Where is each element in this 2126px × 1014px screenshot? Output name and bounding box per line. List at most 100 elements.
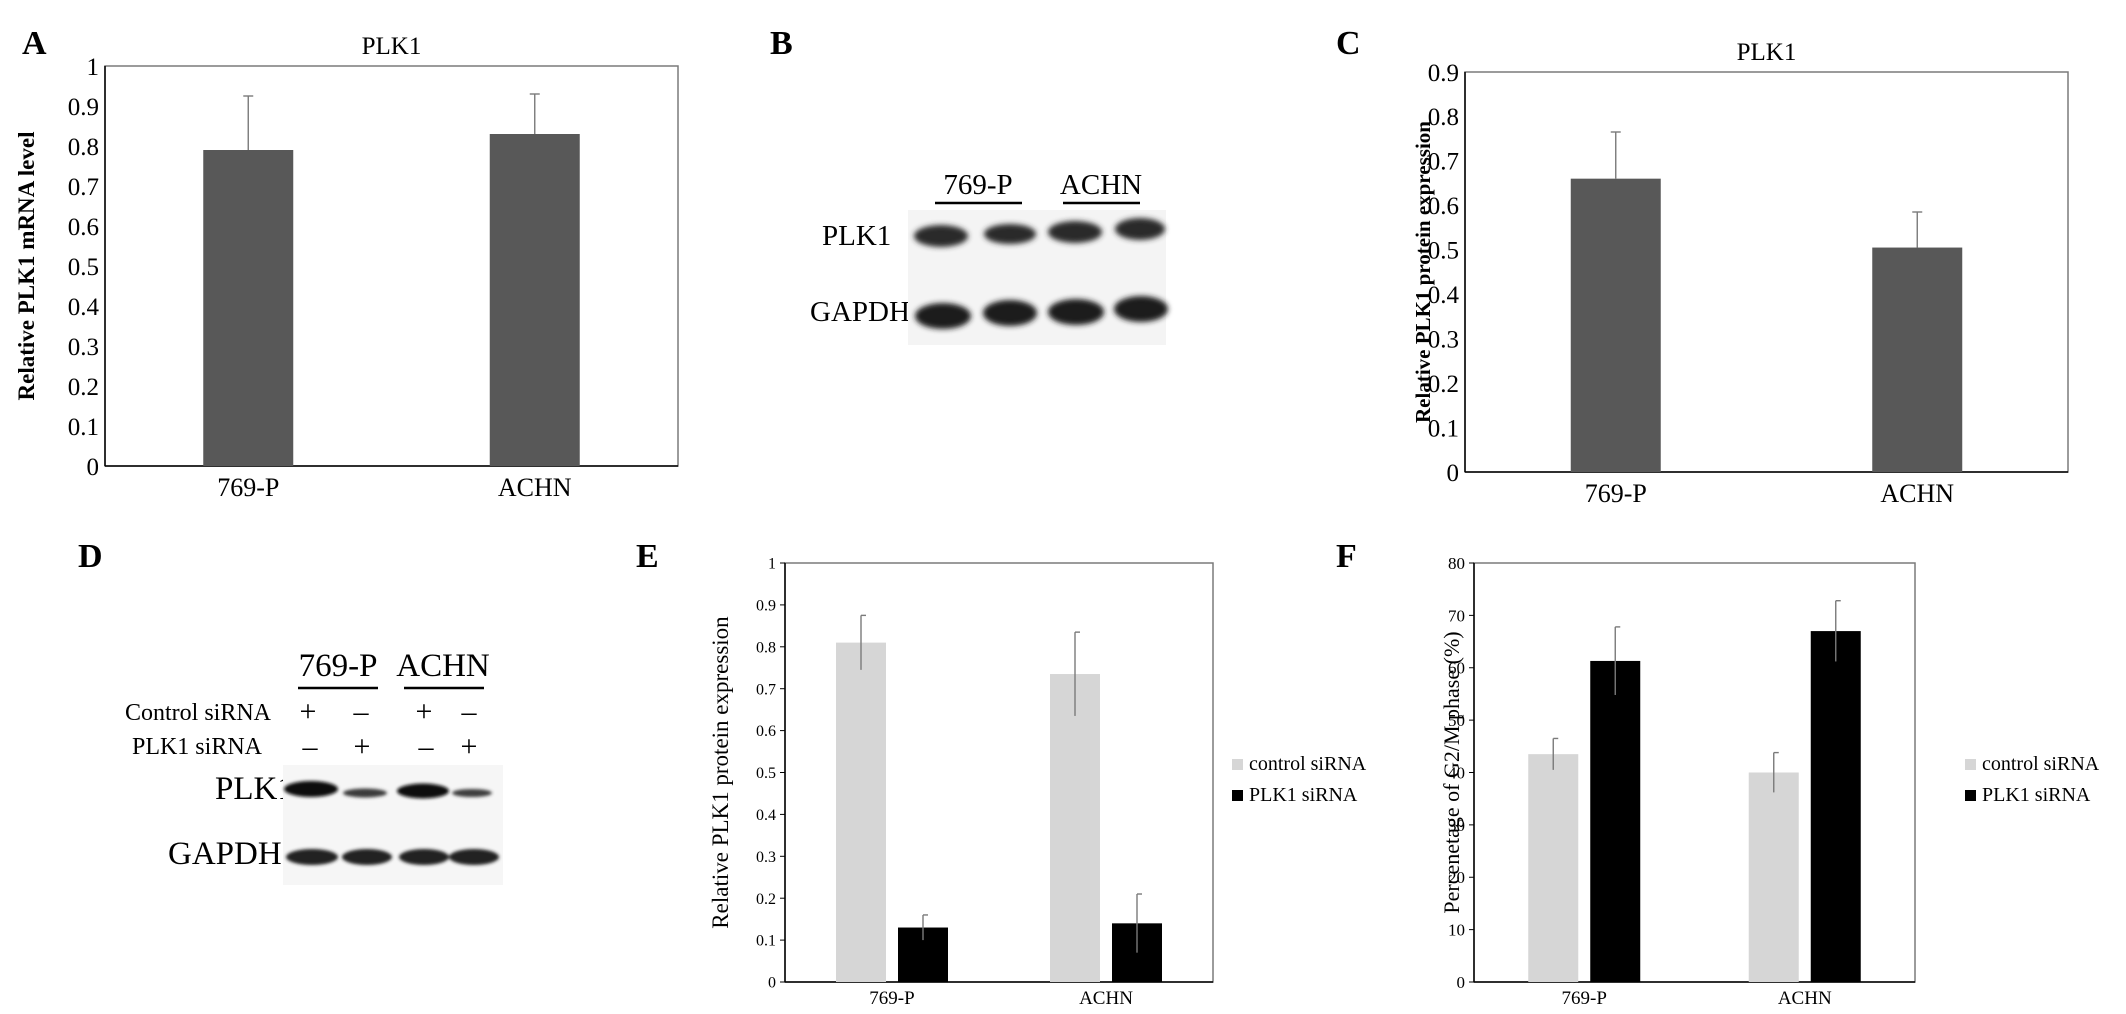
- blot-d-band: [286, 849, 338, 865]
- y-tick-label: 0.3: [756, 849, 776, 866]
- blot-d-condition-label-control: Control siRNA: [125, 700, 272, 726]
- blot-b-group-label-achn: ACHN: [1060, 169, 1142, 201]
- y-tick-label: 0.6: [1428, 193, 1459, 220]
- panel-letter-a: A: [22, 25, 47, 62]
- blot-b-band: [915, 303, 971, 329]
- bar: [1872, 247, 1963, 472]
- bar: [1748, 772, 1799, 982]
- y-axis-label: Relative PLK1 protein expression: [1411, 121, 1435, 423]
- y-tick-label: 0.8: [756, 639, 776, 656]
- blot-d-row-label-plk1: PLK1: [215, 771, 294, 807]
- blot-b-bands-plk1: [914, 218, 1165, 247]
- y-tick-label: 10: [1448, 921, 1465, 940]
- bar: [1050, 674, 1100, 982]
- blot-d-band: [449, 849, 499, 865]
- blot-d-row-label-gapdh: GAPDH: [168, 836, 282, 872]
- legend-label: control siRNA: [1249, 753, 1367, 775]
- panel-letter-e: E: [636, 538, 659, 575]
- chart-title: PLK1: [1737, 39, 1797, 66]
- y-tick-label: 0.4: [68, 294, 100, 321]
- y-tick-label: 1: [768, 556, 776, 573]
- blot-d-band: [452, 789, 492, 797]
- y-tick-label: 50: [1448, 711, 1465, 730]
- x-tick-label: ACHN: [1079, 988, 1133, 1009]
- y-tick-label: 80: [1448, 554, 1465, 573]
- blot-b-group-label-769p: 769-P: [943, 169, 1012, 201]
- y-tick-label: 70: [1448, 606, 1465, 625]
- blot-d-bands-gapdh: [286, 849, 499, 865]
- y-tick-label: 0.9: [1428, 60, 1459, 87]
- y-tick-label: 0.6: [756, 723, 776, 740]
- y-tick-label: 20: [1448, 868, 1465, 887]
- blot-b-band: [983, 300, 1037, 326]
- y-tick-label: 0.6: [68, 214, 99, 241]
- blot-d-band: [343, 788, 387, 798]
- legend-label: PLK1 siRNA: [1982, 784, 2091, 806]
- y-tick-label: 0.2: [68, 374, 99, 401]
- chart-title: PLK1: [362, 33, 422, 60]
- x-tick-label: 769-P: [1585, 479, 1647, 508]
- blot-d-mark: +: [354, 730, 371, 763]
- bar: [489, 134, 580, 466]
- x-tick-label: 769-P: [217, 473, 279, 502]
- blot-d-mark: +: [416, 695, 433, 728]
- blot-d-band: [399, 849, 449, 865]
- blot-d-mark: –: [302, 730, 319, 763]
- y-tick-label: 0.4: [1428, 282, 1460, 309]
- bar: [1528, 754, 1579, 982]
- blot-d-condition-marks: + – + – – + – +: [300, 695, 478, 763]
- bar: [1810, 631, 1861, 982]
- y-tick-label: 1: [87, 54, 100, 81]
- y-tick-label: 40: [1448, 763, 1465, 782]
- y-tick-label: 0.7: [68, 174, 99, 201]
- legend-swatch: [1965, 759, 1976, 770]
- y-tick-label: 0.7: [756, 681, 776, 698]
- panel-letter-b: B: [770, 25, 793, 62]
- y-tick-label: 0.5: [68, 254, 99, 281]
- blot-b-band: [1115, 218, 1165, 240]
- y-tick-label: 0.2: [756, 891, 776, 908]
- blot-d-condition-label-plk1: PLK1 siRNA: [132, 734, 263, 760]
- blot-d-mark: +: [461, 730, 478, 763]
- y-tick-label: 0.7: [1428, 149, 1459, 176]
- y-tick-label: 0.3: [1428, 326, 1459, 353]
- y-tick-label: 0: [87, 454, 100, 481]
- y-tick-label: 0.1: [68, 414, 99, 441]
- bar: [1590, 660, 1641, 982]
- blot-d-mark: –: [461, 695, 478, 728]
- blot-d-bands-plk1: [284, 781, 492, 799]
- legend-swatch: [1965, 790, 1976, 801]
- y-tick-label: 0.9: [68, 94, 99, 121]
- y-tick-label: 0.5: [1428, 238, 1459, 265]
- bar: [836, 642, 886, 982]
- blot-d-band: [342, 849, 392, 865]
- panel-letter-d: D: [78, 538, 103, 575]
- blot-b-band: [914, 225, 968, 247]
- blot-d-group-label-achn: ACHN: [396, 648, 490, 684]
- y-tick-label: 0: [1447, 460, 1460, 487]
- x-tick-label: 769-P: [869, 988, 914, 1009]
- y-tick-label: 0: [1457, 973, 1466, 992]
- blot-d-mark: –: [418, 730, 435, 763]
- blot-b-band: [984, 224, 1036, 244]
- blot-d-group-label-769p: 769-P: [299, 648, 378, 684]
- blot-d-mark: –: [353, 695, 370, 728]
- blot-d-band: [284, 781, 338, 797]
- y-tick-label: 0.3: [68, 334, 99, 361]
- y-tick-label: 0.4: [756, 807, 776, 824]
- y-tick-label: 0.1: [756, 933, 776, 950]
- legend-swatch: [1232, 790, 1243, 801]
- y-tick-label: 60: [1448, 659, 1465, 678]
- y-tick-label: 0: [768, 975, 776, 992]
- legend-label: control siRNA: [1982, 753, 2100, 775]
- blot-b-band: [1048, 221, 1102, 243]
- blot-b-row-label-gapdh: GAPDH: [810, 296, 910, 328]
- panel-letter-f: F: [1336, 538, 1357, 575]
- blot-b-bands-gapdh: [915, 296, 1168, 329]
- panel-letter-c: C: [1336, 25, 1361, 62]
- y-axis-label: Relative PLK1 mRNA level: [14, 132, 39, 401]
